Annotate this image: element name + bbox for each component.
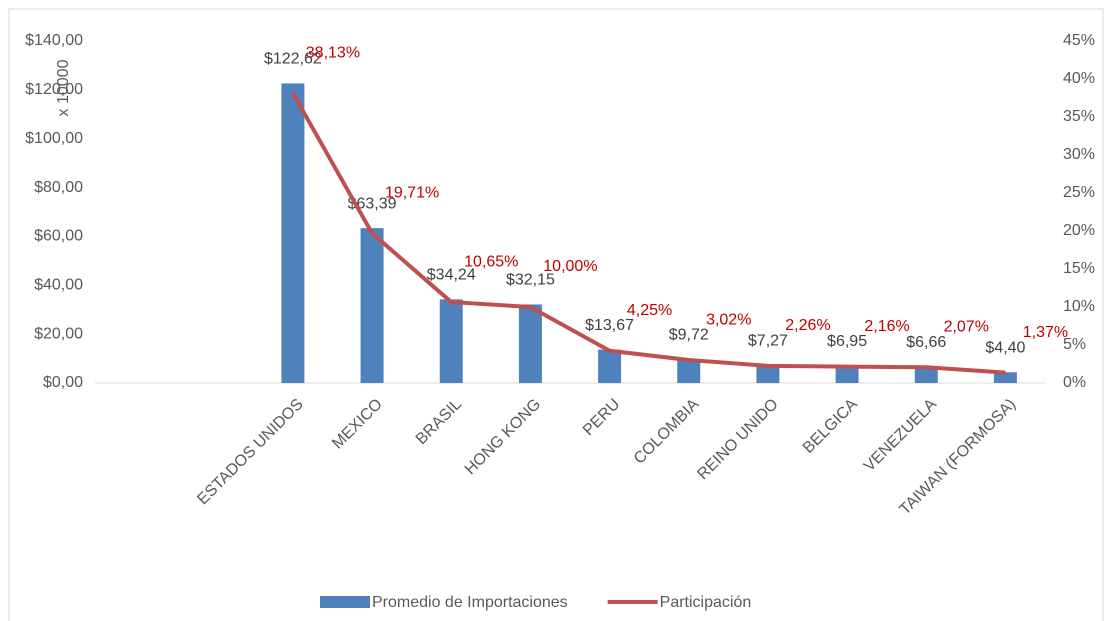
- legend-label: Promedio de Importaciones: [372, 594, 568, 611]
- y-tick-label: $20,00: [34, 325, 83, 342]
- line-value-label: 10,00%: [543, 258, 597, 275]
- line: [291, 92, 1006, 375]
- bar: [835, 366, 859, 383]
- y2-tick-label: 35%: [1063, 108, 1095, 125]
- line-value-label: 10,65%: [464, 253, 518, 270]
- bar-value-label: $6,66: [906, 334, 946, 351]
- bar: [518, 304, 542, 383]
- y-tick-label: $60,00: [34, 228, 83, 245]
- y2-tick-label: 25%: [1063, 184, 1095, 201]
- bar: [281, 83, 305, 384]
- line-value-label: 2,07%: [944, 318, 989, 335]
- bar-value-label: $32,15: [506, 272, 555, 289]
- y2-tick-label: 5%: [1063, 336, 1086, 353]
- y2-tick-label: 40%: [1063, 70, 1095, 87]
- line-value-label: 3,02%: [706, 311, 751, 328]
- line-value-label: 38,13%: [306, 44, 360, 61]
- bar: [993, 372, 1017, 383]
- y-tick-label: $80,00: [34, 179, 83, 196]
- bar-value-label: $13,67: [585, 317, 634, 334]
- y2-tick-label: 0%: [1063, 374, 1086, 391]
- line-value-label: 2,26%: [785, 317, 830, 334]
- y-tick-label: $0,00: [43, 374, 83, 391]
- bar-value-label: $4,40: [985, 339, 1025, 356]
- y-tick-label: $40,00: [34, 277, 83, 294]
- y2-tick-label: 15%: [1063, 260, 1095, 277]
- y2-tick-label: 10%: [1063, 298, 1095, 315]
- bar-value-label: $122,62: [264, 51, 322, 68]
- chart-frame: [8, 8, 1104, 621]
- bar-value-label: $6,95: [827, 333, 867, 350]
- y-tick-label: $140,00: [25, 32, 83, 49]
- bar-value-label: $9,72: [669, 326, 709, 343]
- y2-tick-label: 20%: [1063, 222, 1095, 239]
- legend-swatch: [320, 596, 370, 608]
- y2-tick-label: 30%: [1063, 146, 1095, 163]
- bar: [677, 359, 701, 383]
- y2-tick-label: 45%: [1063, 32, 1095, 49]
- line-value-label: 1,37%: [1023, 324, 1068, 341]
- bar: [598, 349, 622, 383]
- bar: [360, 228, 384, 383]
- y-tick-label: $120,00: [25, 81, 83, 98]
- bar: [914, 366, 938, 383]
- bar: [439, 299, 463, 383]
- y-tick-label: $100,00: [25, 130, 83, 147]
- line-value-label: 19,71%: [385, 184, 439, 201]
- legend-label: Participación: [660, 594, 752, 611]
- line-value-label: 2,16%: [864, 318, 909, 335]
- y-axis-title: x 10000: [55, 59, 72, 116]
- bar-value-label: $7,27: [748, 332, 788, 349]
- bar: [756, 365, 780, 383]
- line-value-label: 4,25%: [627, 302, 672, 319]
- bar-value-label: $34,24: [427, 267, 476, 284]
